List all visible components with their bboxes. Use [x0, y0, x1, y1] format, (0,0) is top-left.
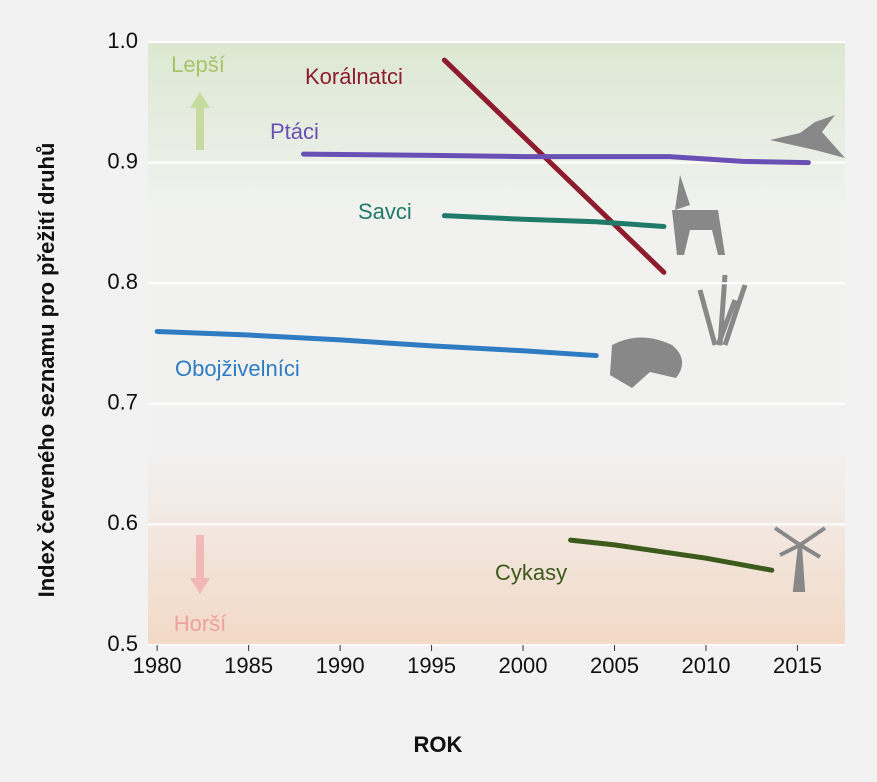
- y-tick-label: 1.0: [107, 28, 138, 53]
- better-label: Lepší: [171, 52, 225, 77]
- y-axis-label: Index červeného seznamu pro přežití druh…: [34, 143, 59, 598]
- series-label: Obojživelníci: [175, 356, 300, 381]
- series-label: Korálnatci: [305, 64, 403, 89]
- x-tick-label: 2000: [499, 653, 548, 678]
- x-tick-label: 1990: [316, 653, 365, 678]
- y-tick-label: 0.6: [107, 510, 138, 535]
- x-tick-label: 1980: [133, 653, 182, 678]
- series-label: Savci: [358, 199, 412, 224]
- x-axis-label: ROK: [414, 732, 463, 757]
- x-tick-label: 2005: [590, 653, 639, 678]
- series-label: Ptáci: [270, 119, 319, 144]
- x-tick-label: 2010: [681, 653, 730, 678]
- plot-background: [148, 42, 845, 645]
- y-tick-label: 0.9: [107, 148, 138, 173]
- y-tick-label: 0.8: [107, 269, 138, 294]
- worse-label: Horší: [174, 611, 227, 636]
- series-label: Cykasy: [495, 560, 567, 585]
- x-tick-label: 1985: [224, 653, 273, 678]
- y-tick-label: 0.7: [107, 390, 138, 415]
- x-tick-label: 1995: [407, 653, 456, 678]
- chart: Lepší Horší ROK Index červeného seznamu …: [0, 0, 877, 782]
- x-tick-label: 2015: [773, 653, 822, 678]
